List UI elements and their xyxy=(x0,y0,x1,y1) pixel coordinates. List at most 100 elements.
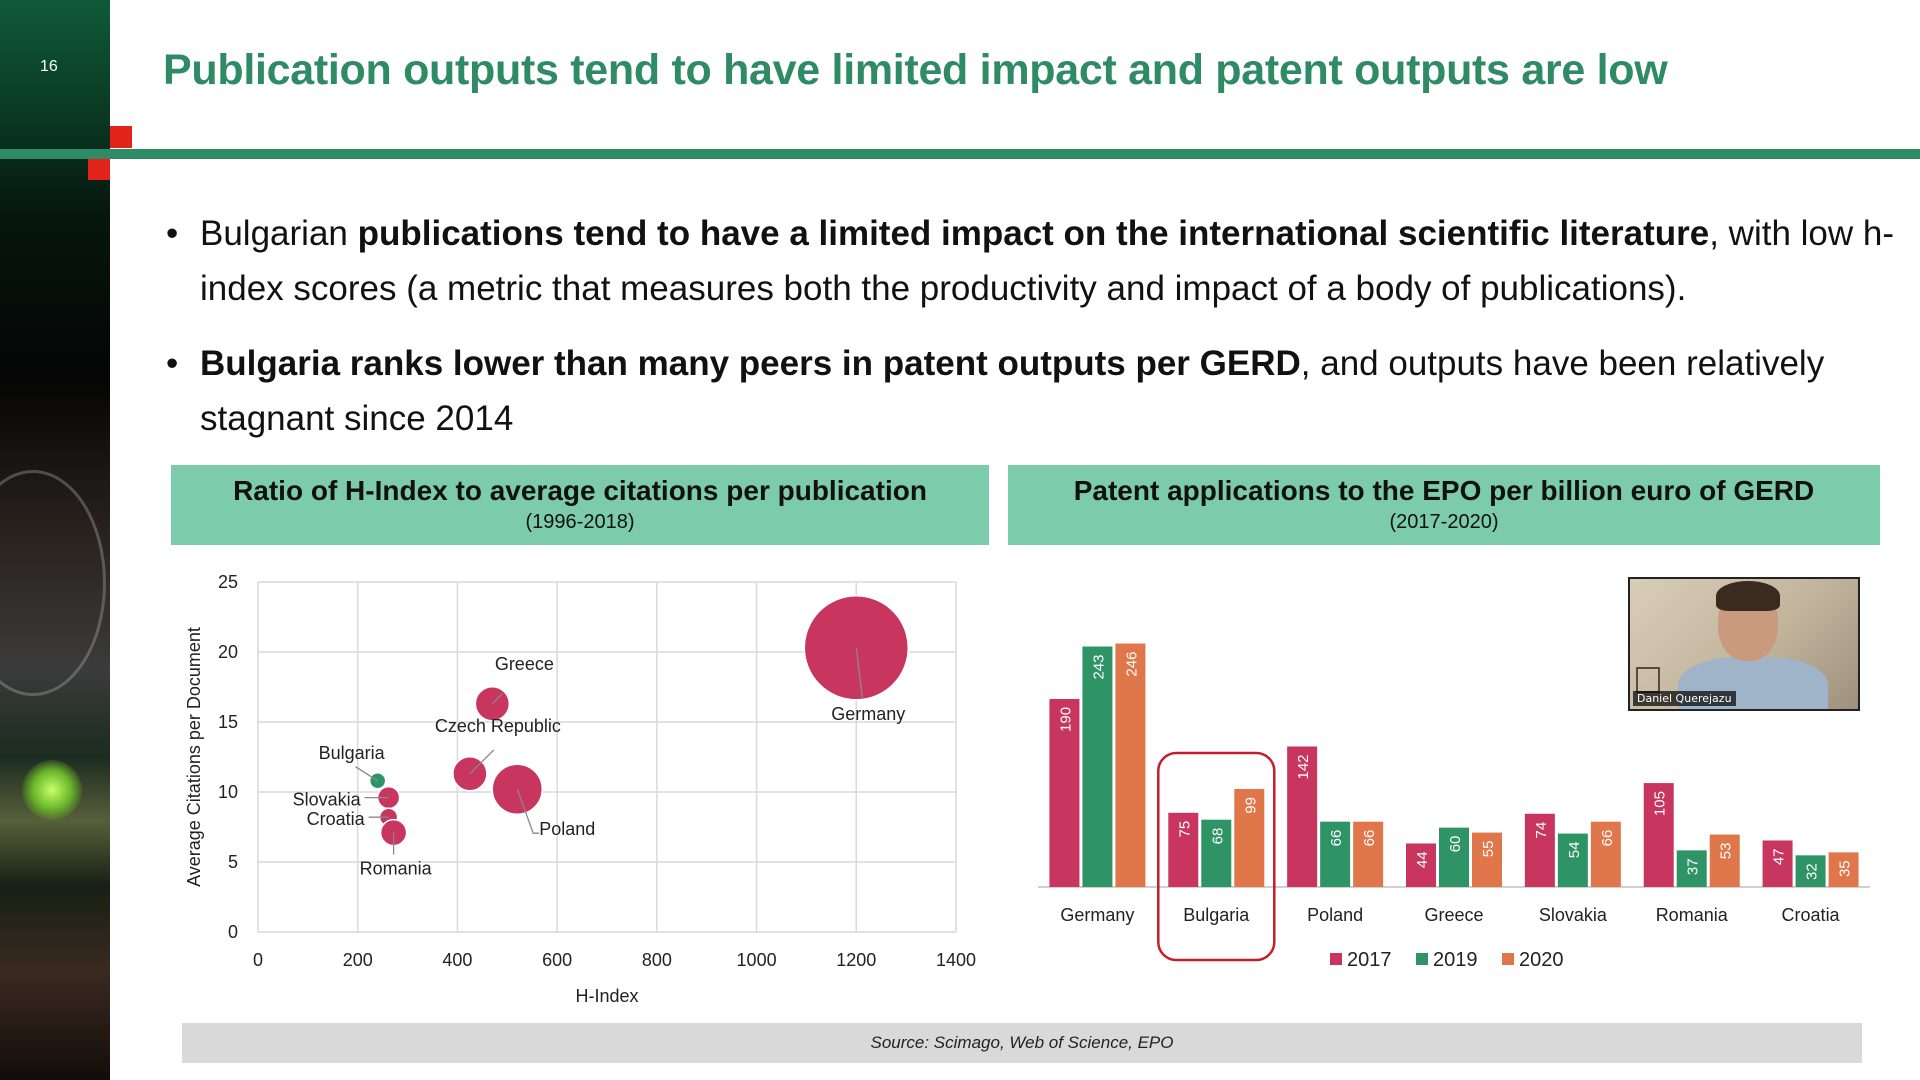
person-hair-shape xyxy=(1716,581,1780,611)
x-tick-label: 0 xyxy=(253,950,263,970)
category-label: Romania xyxy=(1656,905,1729,925)
category-label: Croatia xyxy=(1782,905,1841,925)
bar-croatia-2017 xyxy=(1762,840,1793,887)
x-tick-label: 1200 xyxy=(836,950,876,970)
bar-poland-2020 xyxy=(1353,821,1384,887)
bar-slovakia-2019 xyxy=(1557,833,1588,887)
bar-data-label: 105 xyxy=(1652,791,1669,816)
x-tick-label: 1000 xyxy=(737,950,777,970)
bar-slovakia-2020 xyxy=(1590,821,1621,887)
bullet-item: • Bulgaria ranks lower than many peers i… xyxy=(160,336,1900,446)
bar-greece-2019 xyxy=(1439,827,1469,887)
leader-line xyxy=(516,788,540,834)
bullet-text-bold: publications tend to have a limited impa… xyxy=(357,214,1710,253)
bar-data-label: 68 xyxy=(1209,828,1226,845)
category-label: Greece xyxy=(1424,905,1483,925)
x-tick-label: 400 xyxy=(442,950,472,970)
legend-label: 2019 xyxy=(1433,949,1478,971)
bar-data-label: 142 xyxy=(1295,754,1312,779)
bar-data-label: 32 xyxy=(1804,863,1821,880)
bubble-label: Romania xyxy=(360,859,433,879)
x-tick-label: 200 xyxy=(343,950,373,970)
bar-chart-subtitle: (2017-2020) xyxy=(1389,511,1499,533)
y-tick-label: 5 xyxy=(228,852,238,872)
bullet-dot-icon: • xyxy=(166,344,179,383)
red-accent-square xyxy=(88,158,110,180)
bar-romania-2020 xyxy=(1709,834,1740,887)
bubble-label: Germany xyxy=(831,704,905,724)
legend-label: 2020 xyxy=(1519,949,1564,971)
bar-data-label: 74 xyxy=(1533,822,1550,839)
bar-data-label: 66 xyxy=(1328,830,1345,847)
red-accent-square xyxy=(110,126,132,148)
bullet-dot-icon: • xyxy=(166,214,179,253)
bar-bulgaria-2019 xyxy=(1201,819,1232,887)
bar-data-label: 99 xyxy=(1242,797,1259,814)
bubble-label: Poland xyxy=(539,819,595,839)
bar-germany-2019 xyxy=(1082,646,1113,887)
category-label: Bulgaria xyxy=(1183,905,1250,925)
bar-data-label: 75 xyxy=(1176,821,1193,838)
highlight-box-bulgaria xyxy=(1157,751,1276,962)
scatter-chart-title: Ratio of H-Index to average citations pe… xyxy=(233,475,927,506)
bar-bulgaria-2020 xyxy=(1234,789,1265,887)
bullet-list: • Bulgarian publications tend to have a … xyxy=(160,206,1900,466)
bar-greece-2020 xyxy=(1472,832,1502,887)
leader-line xyxy=(469,749,495,775)
bar-slovakia-2017 xyxy=(1524,813,1555,887)
y-tick-label: 20 xyxy=(218,642,238,662)
source-note: Source: Scimago, Web of Science, EPO xyxy=(182,1023,1862,1063)
participant-name: Daniel Querejazu xyxy=(1633,691,1736,706)
bullet-item: • Bulgarian publications tend to have a … xyxy=(160,206,1900,316)
bar-romania-2019 xyxy=(1676,850,1707,887)
bubble-label: Croatia xyxy=(307,809,366,829)
bullet-text-bold: Bulgaria ranks lower than many peers in … xyxy=(200,344,1301,383)
x-tick-label: 1400 xyxy=(936,950,976,970)
bar-data-label: 54 xyxy=(1566,842,1583,859)
scatter-chart-header: Ratio of H-Index to average citations pe… xyxy=(171,465,989,545)
category-label: Germany xyxy=(1060,905,1134,925)
webcam-overlay[interactable]: Daniel Querejazu xyxy=(1628,577,1860,711)
bar-chart-header: Patent applications to the EPO per billi… xyxy=(1008,465,1880,545)
leader-line xyxy=(855,647,863,698)
bar-germany-2020 xyxy=(1115,643,1146,887)
bar-poland-2017 xyxy=(1287,746,1318,887)
bar-data-label: 60 xyxy=(1447,836,1464,853)
bullet-text-pre: Bulgarian xyxy=(200,214,358,253)
scatter-chart-subtitle: (1996-2018) xyxy=(525,511,635,533)
bar-data-label: 53 xyxy=(1718,843,1735,860)
bar-germany-2017 xyxy=(1049,698,1080,887)
bubble-label: Czech Republic xyxy=(435,716,561,736)
category-label: Slovakia xyxy=(1539,905,1608,925)
bar-data-label: 47 xyxy=(1771,848,1788,865)
bubble-germany xyxy=(803,595,910,701)
bar-data-label: 66 xyxy=(1361,830,1378,847)
bubble-label: Greece xyxy=(495,654,554,674)
slide-number: 16 xyxy=(40,58,58,75)
bar-data-label: 35 xyxy=(1837,860,1854,877)
x-tick-label: 600 xyxy=(542,950,572,970)
bar-data-label: 55 xyxy=(1480,841,1497,858)
decorative-side-image xyxy=(0,0,110,1080)
slide-title: Publication outputs tend to have limited… xyxy=(163,46,1668,94)
title-divider xyxy=(0,149,1920,159)
legend-swatch xyxy=(1330,953,1342,965)
bar-bulgaria-2017 xyxy=(1168,812,1199,887)
bar-romania-2017 xyxy=(1643,783,1674,887)
bubble-bulgaria xyxy=(368,772,387,790)
scatter-chart: 0 200 400 600 800 1000 1200 1400 0 5 10 15 20 25 H-Ind… xyxy=(184,572,976,1006)
bar-data-label: 37 xyxy=(1685,858,1702,875)
leader-line xyxy=(355,766,379,782)
y-tick-label: 25 xyxy=(218,572,238,592)
legend-label: 2017 xyxy=(1347,949,1392,971)
y-tick-label: 10 xyxy=(218,782,238,802)
category-label: Poland xyxy=(1307,905,1363,925)
legend-swatch xyxy=(1502,953,1514,965)
microscope-lens-shape xyxy=(0,470,106,696)
bar-greece-2017 xyxy=(1406,843,1436,887)
bullet-text-post: , with low h-index scores (a metric that… xyxy=(200,214,1895,308)
y-tick-label: 0 xyxy=(228,922,238,942)
y-axis-label: Average Citations per Document xyxy=(184,627,204,887)
leader-line xyxy=(491,693,503,705)
green-sample-glow xyxy=(22,760,82,820)
